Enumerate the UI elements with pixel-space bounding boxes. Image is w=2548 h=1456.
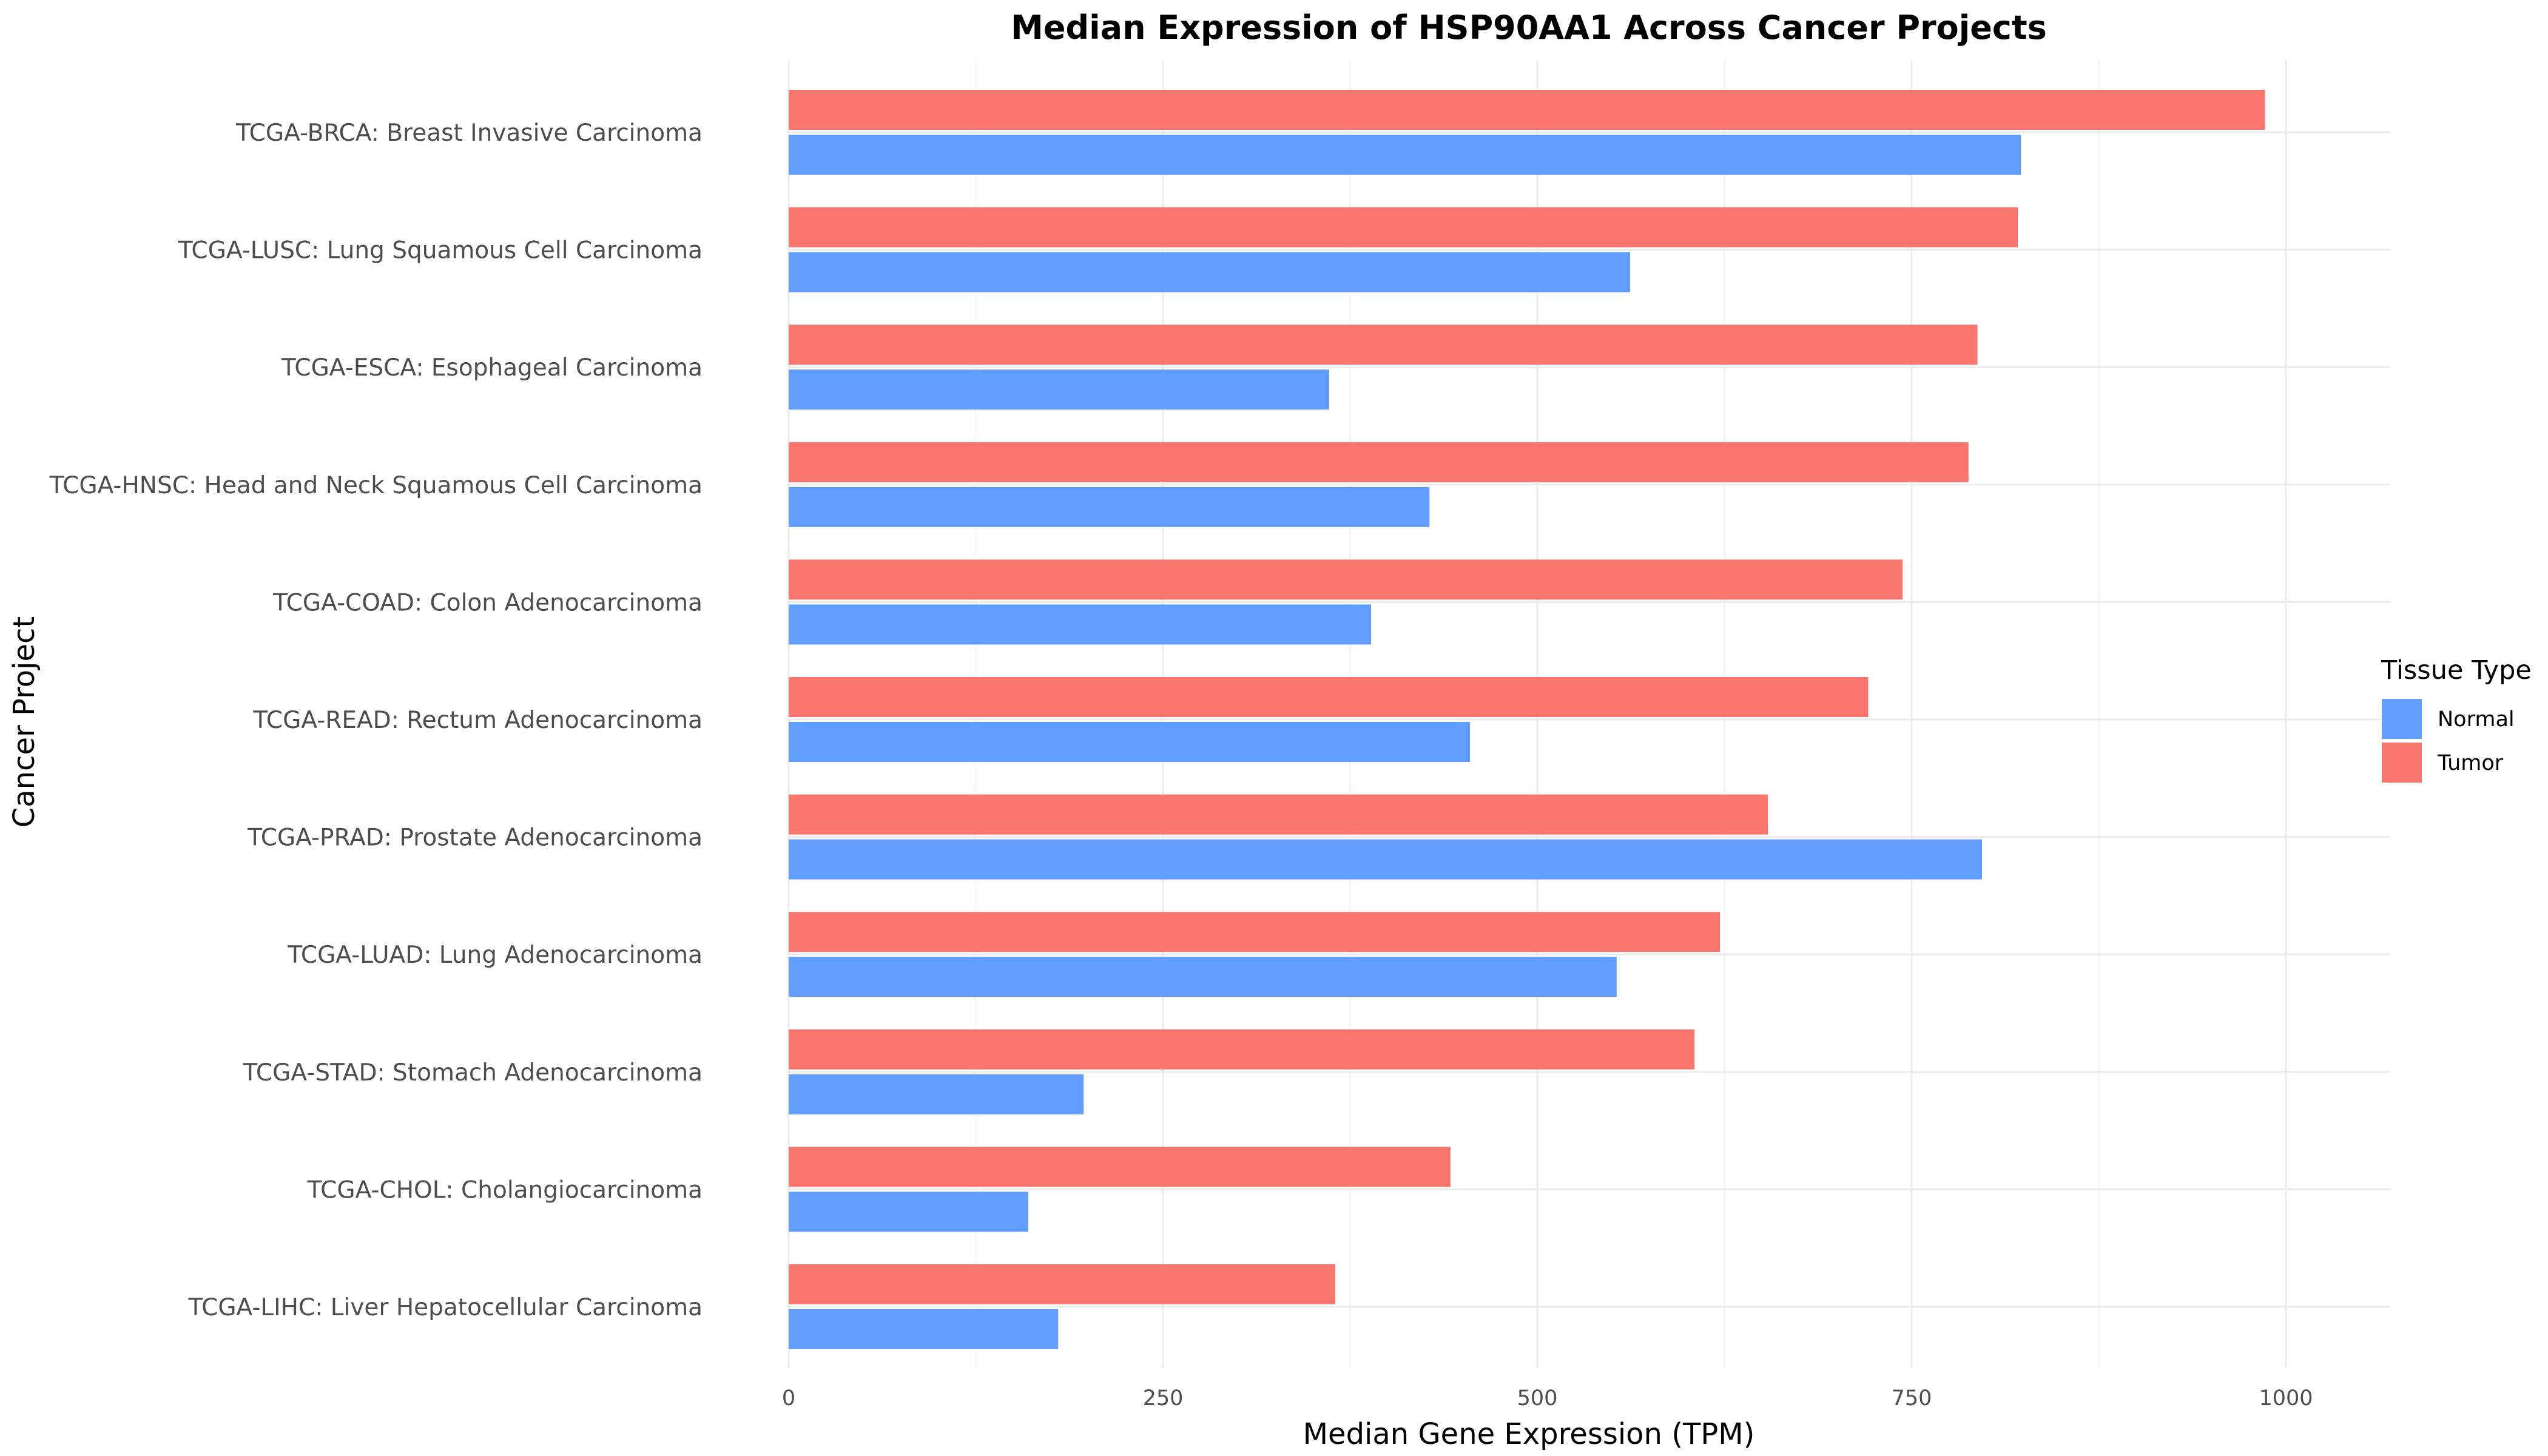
- legend-label-normal: Normal: [2438, 707, 2515, 732]
- bar-normal-tcga-luad: [789, 957, 1617, 997]
- x-axis-title: Median Gene Expression (TPM): [1303, 1417, 1755, 1451]
- x-tick-label: 1000: [2259, 1386, 2313, 1410]
- bar-normal-tcga-read: [789, 722, 1470, 762]
- bar-normal-tcga-brca: [789, 135, 2021, 175]
- y-tick-label-tcga-brca: TCGA-BRCA: Breast Invasive Carcinoma: [235, 120, 703, 147]
- y-tick-label-tcga-luad: TCGA-LUAD: Lung Adenocarcinoma: [287, 942, 703, 969]
- y-tick-label-tcga-esca: TCGA-ESCA: Esophageal Carcinoma: [281, 354, 703, 382]
- x-tick-labels: 0 250 500 750 1000: [782, 1386, 2313, 1410]
- y-tick-label-tcga-hnsc: TCGA-HNSC: Head and Neck Squamous Cell C…: [49, 472, 703, 499]
- y-tick-label-tcga-lihc: TCGA-LIHC: Liver Hepatocellular Carcinom…: [188, 1294, 703, 1321]
- x-tick-label: 500: [1517, 1386, 1558, 1410]
- y-tick-label-tcga-stad: TCGA-STAD: Stomach Adenocarcinoma: [242, 1059, 703, 1087]
- bar-tumor-tcga-stad: [789, 1029, 1695, 1070]
- bar-normal-tcga-stad: [789, 1074, 1084, 1114]
- bar-normal-tcga-lusc: [789, 252, 1631, 292]
- x-tick-label: 0: [782, 1386, 795, 1410]
- legend-swatch-tumor: [2382, 743, 2422, 783]
- bar-tumor-tcga-hnsc: [789, 442, 1969, 482]
- legend-label-tumor: Tumor: [2437, 751, 2504, 775]
- legend: Tissue Type Normal Tumor: [2381, 655, 2532, 783]
- x-tick-label: 750: [1892, 1386, 1932, 1410]
- bar-tumor-tcga-read: [789, 677, 1869, 717]
- bar-tumor-tcga-esca: [789, 325, 1978, 365]
- bar-tumor-tcga-prad: [789, 794, 1768, 835]
- bar-tumor-tcga-lusc: [789, 207, 2018, 248]
- y-tick-label-tcga-coad: TCGA-COAD: Colon Adenocarcinoma: [272, 589, 703, 616]
- y-axis-title: Cancer Project: [7, 616, 41, 828]
- y-tick-label-tcga-read: TCGA-READ: Rectum Adenocarcinoma: [252, 707, 703, 734]
- bars: [789, 90, 2265, 1349]
- bar-tumor-tcga-chol: [789, 1147, 1451, 1187]
- legend-title: Tissue Type: [2381, 655, 2532, 686]
- bar-normal-tcga-coad: [789, 604, 1372, 645]
- bar-normal-tcga-lihc: [789, 1309, 1059, 1349]
- bar-tumor-tcga-lihc: [789, 1264, 1335, 1304]
- y-tick-label-tcga-chol: TCGA-CHOL: Cholangiocarcinoma: [307, 1176, 703, 1204]
- bar-normal-tcga-hnsc: [789, 487, 1430, 527]
- y-tick-labels: TCGA-BRCA: Breast Invasive Carcinoma TCGA…: [49, 120, 703, 1321]
- legend-swatch-normal: [2382, 699, 2422, 739]
- bar-tumor-tcga-brca: [789, 90, 2265, 130]
- y-tick-label-tcga-prad: TCGA-PRAD: Prostate Adenocarcinoma: [247, 824, 703, 852]
- bar-tumor-tcga-coad: [789, 559, 1903, 600]
- bar-tumor-tcga-luad: [789, 912, 1721, 952]
- bar-normal-tcga-prad: [789, 839, 1982, 880]
- chart-title: Median Expression of HSP90AA1 Across Can…: [1011, 8, 2047, 47]
- bar-normal-tcga-esca: [789, 369, 1329, 410]
- x-tick-label: 250: [1143, 1386, 1184, 1410]
- y-tick-label-tcga-lusc: TCGA-LUSC: Lung Squamous Cell Carcinoma: [178, 237, 703, 265]
- bar-normal-tcga-chol: [789, 1191, 1028, 1232]
